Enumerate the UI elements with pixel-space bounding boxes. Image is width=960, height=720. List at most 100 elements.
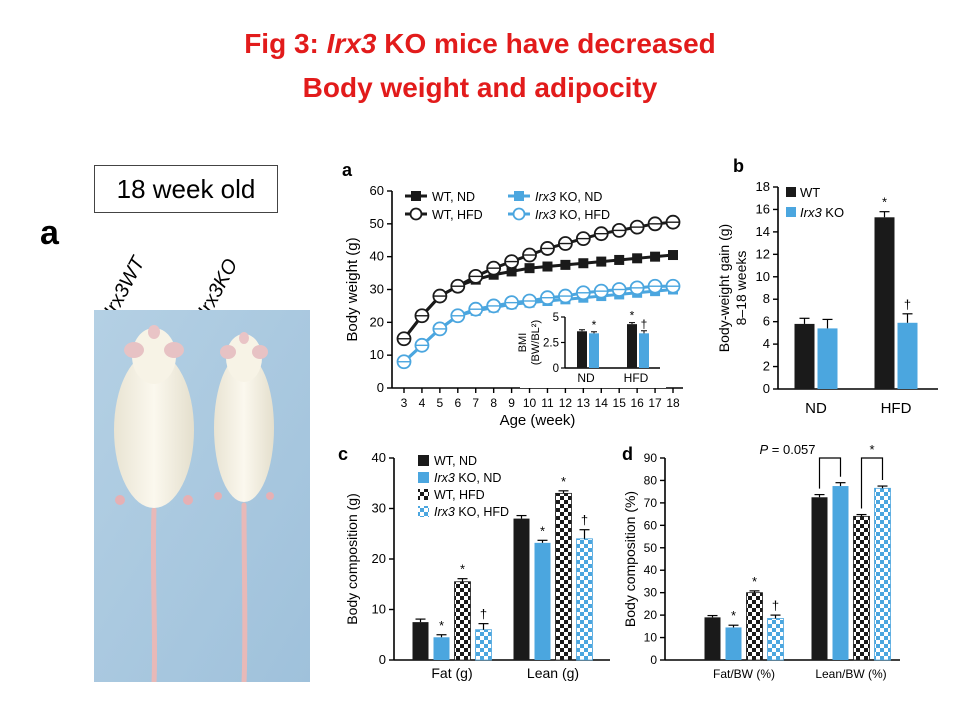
data-point [668,250,678,261]
bar [513,518,530,660]
y-tick-label: 40 [644,563,658,577]
x-tick-label: 6 [454,396,461,410]
inset-ylabel-1: BMI [517,333,529,353]
y-tick-label: 10 [370,347,384,362]
data-point [578,258,589,269]
y-tick-label: 0 [379,652,386,667]
inset-category-label: ND [577,371,595,385]
bar [853,515,870,661]
y-tick-label: 20 [372,551,386,566]
x-category-label: HFD [881,400,912,417]
wt-mouse [114,325,194,682]
bar [475,629,492,661]
y-axis-label: Body composition (%) [622,491,638,627]
data-point [632,253,643,264]
y-axis-label: Body weight (g) [344,237,361,341]
legend-swatch [418,472,429,483]
y-tick-label: 0 [763,381,770,396]
y-tick-label: 30 [372,501,386,516]
legend-swatch [418,455,429,466]
y-tick-label: 80 [644,473,658,487]
significance-mark: * [882,195,887,210]
legend-swatch [418,489,429,500]
legend-label: WT, ND [432,190,475,204]
age-label: 18 week old [116,173,256,204]
legend-label: Irx3 KO, ND [535,190,602,204]
y-axis-label-1: Body-weight gain (g) [716,224,732,352]
x-tick-label: 9 [508,396,515,410]
y-tick-label: 40 [372,450,386,465]
data-point [650,251,661,262]
panel-d-chart: d 0 10 20 30 40 50 60 70 80 90 Fat/BW (%) Lean/BW (%… [622,442,900,681]
data-point [506,266,517,277]
inset-annotation: † [641,317,648,331]
bar [555,492,572,661]
x-tick-label: 15 [613,396,627,410]
inset-bar [589,333,599,368]
bar [746,592,763,661]
x-tick-label: 16 [630,396,644,410]
y-tick-label: 10 [644,631,658,645]
significance-mark: † [772,598,779,613]
y-tick-label: 10 [372,602,386,617]
y-axis-label-2: 8–18 weeks [733,251,749,326]
significance-mark: * [752,574,757,589]
x-tick-label: 3 [401,396,408,410]
data-point [596,256,607,267]
y-axis-label: Body composition (g) [344,493,360,625]
legend-label: WT, HFD [434,488,485,502]
x-tick-label: 11 [541,396,554,410]
x-tick-label: 17 [648,396,662,410]
photo-panel-letter: a [40,214,59,252]
title-gene: Irx3 [326,28,377,59]
bracket-label: * [869,442,874,457]
series-line-3 [402,284,673,363]
y-tick-label: 2 [763,359,770,374]
inset-y-tick-label: 5 [553,312,559,324]
panel-letter-d: d [622,444,633,464]
x-tick-label: 4 [419,396,426,410]
x-category-label: Fat/BW (%) [713,667,775,681]
x-category-label: Lean (g) [527,665,579,681]
x-tick-label: 12 [559,396,573,410]
legend-swatch [418,506,429,517]
bar [874,217,895,389]
bar [725,627,742,660]
y-tick-label: 0 [377,380,384,395]
slide-title-line2: Body weight and adipocity [302,72,658,103]
legend-label: Irx3 KO, HFD [434,505,509,519]
mouse-photo [94,310,310,682]
legend-label: Irx3 KO, ND [434,471,501,485]
y-tick-label: 6 [763,314,770,329]
panel-b-chart: b 0 2 4 6 8 10 12 14 16 18 ND HFD * † Body-weight gain … [716,156,938,417]
legend-marker [514,191,524,201]
legend-marker [411,191,421,201]
inset-ylabel-2: (BW/BL²) [530,320,542,365]
x-tick-label: 14 [595,396,609,410]
title-suffix: KO mice have decreased [376,28,716,59]
bar [704,617,721,660]
bar [576,538,593,661]
age-label-box: 18 week old [94,165,278,213]
inset-y-tick-label: 0 [553,363,559,375]
y-tick-label: 50 [644,541,658,555]
y-tick-label: 20 [370,314,384,329]
bar [897,322,918,389]
legend-label: WT, HFD [432,208,483,222]
y-tick-label: 4 [763,336,770,351]
significance-mark: † [480,607,487,622]
bar [811,497,828,660]
y-tick-label: 70 [644,496,658,510]
significance-mark: * [540,523,545,538]
inset-annotation: * [592,318,597,332]
y-tick-label: 18 [756,179,770,194]
inset-bar [639,333,649,368]
bar [433,637,450,660]
x-tick-label: 18 [666,396,680,410]
significance-bracket [860,457,884,509]
x-tick-label: 5 [437,396,444,410]
slide-title-line1: Fig 3: Irx3 KO mice have decreased [0,26,960,62]
y-tick-label: 10 [756,269,770,284]
bar [874,487,891,661]
